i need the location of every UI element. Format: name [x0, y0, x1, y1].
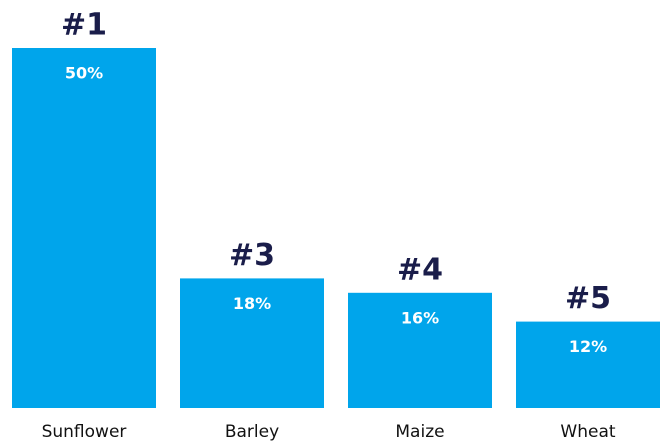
value-label: 50%	[65, 64, 103, 83]
value-label: 18%	[233, 294, 271, 313]
rank-label: #5	[565, 281, 611, 316]
value-label: 16%	[401, 308, 439, 327]
x-tick-label: Wheat	[560, 422, 615, 442]
x-tick-label: Barley	[225, 422, 279, 442]
bar	[12, 48, 156, 408]
rank-label: #3	[229, 238, 275, 273]
value-label: 12%	[569, 337, 607, 356]
bar	[180, 278, 324, 408]
rank-label: #4	[397, 252, 443, 287]
bar	[516, 321, 660, 408]
bar	[348, 292, 492, 408]
x-tick-label: Sunflower	[42, 422, 127, 442]
x-tick-label: Maize	[395, 422, 444, 442]
rank-label: #1	[61, 8, 107, 43]
